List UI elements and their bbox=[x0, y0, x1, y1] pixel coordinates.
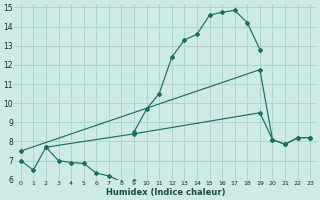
X-axis label: Humidex (Indice chaleur): Humidex (Indice chaleur) bbox=[106, 188, 225, 197]
